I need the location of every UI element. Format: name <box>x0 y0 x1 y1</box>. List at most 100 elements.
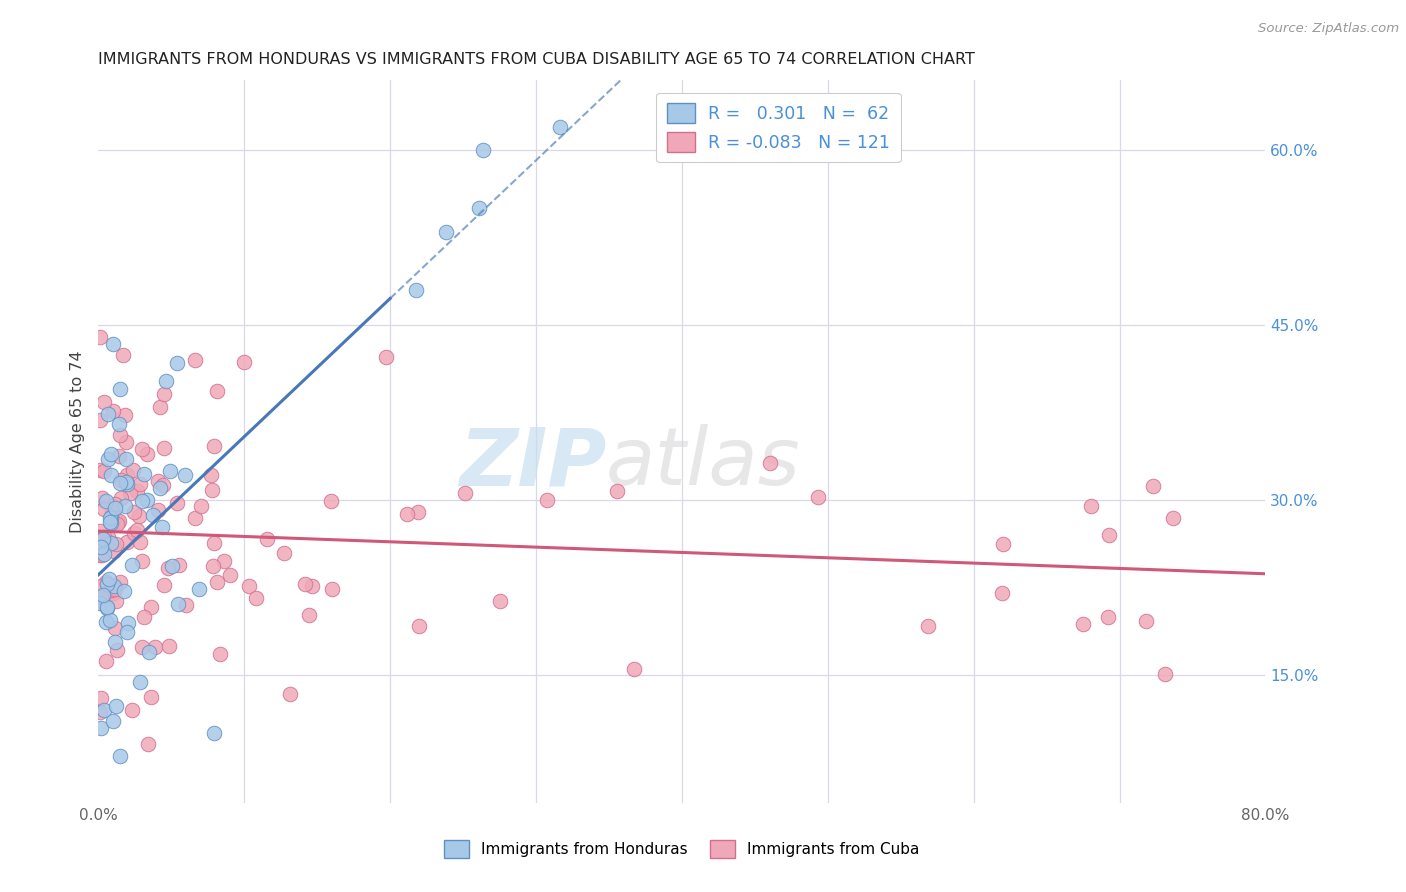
Point <box>298 608 321 623</box>
Point <box>118 485 141 500</box>
Point <box>148 503 170 517</box>
Point <box>89 463 111 477</box>
Point <box>104 594 127 608</box>
Point <box>114 499 136 513</box>
Point <box>157 639 180 653</box>
Point <box>129 477 152 491</box>
Point <box>205 574 228 589</box>
Point <box>100 468 122 483</box>
Point <box>98 510 121 524</box>
Point <box>93 529 115 543</box>
Point <box>125 524 148 538</box>
Point <box>150 519 173 533</box>
Point <box>623 662 645 676</box>
Point <box>94 575 117 590</box>
Point <box>166 356 188 370</box>
Point <box>97 451 120 466</box>
Point <box>991 536 1014 550</box>
Point <box>122 505 145 519</box>
Point <box>110 382 132 396</box>
Point <box>90 690 112 705</box>
Point <box>548 120 571 134</box>
Point <box>90 722 112 736</box>
Point <box>91 588 114 602</box>
Point <box>395 507 418 521</box>
Point <box>103 579 125 593</box>
Point <box>89 596 111 610</box>
Point <box>115 451 138 466</box>
Point <box>166 496 188 510</box>
Point <box>183 353 205 368</box>
Point <box>104 699 127 714</box>
Point <box>96 599 118 614</box>
Point <box>94 654 117 668</box>
Point <box>117 615 139 630</box>
Point <box>90 540 112 554</box>
Point <box>96 576 118 591</box>
Point <box>169 558 191 573</box>
Point <box>202 536 225 550</box>
Point <box>115 475 138 489</box>
Point <box>97 530 120 544</box>
Point <box>103 543 125 558</box>
Point <box>104 536 127 550</box>
Point <box>408 619 430 633</box>
Point <box>606 484 628 499</box>
Point <box>97 407 120 421</box>
Point <box>108 449 131 463</box>
Point <box>121 702 143 716</box>
Point <box>136 493 159 508</box>
Point <box>108 417 131 431</box>
Point <box>472 143 495 157</box>
Point <box>202 439 225 453</box>
Point <box>89 413 111 427</box>
Point <box>143 640 166 654</box>
Point <box>110 473 132 487</box>
Y-axis label: Disability Age 65 to 74: Disability Age 65 to 74 <box>70 351 86 533</box>
Point <box>112 583 135 598</box>
Point <box>142 508 165 522</box>
Point <box>93 702 115 716</box>
Point <box>146 474 169 488</box>
Point <box>183 511 205 525</box>
Point <box>96 600 118 615</box>
Point <box>1097 609 1119 624</box>
Point <box>294 577 316 591</box>
Point <box>128 674 150 689</box>
Point <box>212 554 235 568</box>
Point <box>434 225 457 239</box>
Point <box>406 505 429 519</box>
Point <box>453 486 475 500</box>
Point <box>536 493 558 508</box>
Point <box>149 400 172 414</box>
Point <box>190 500 212 514</box>
Point <box>489 594 512 608</box>
Text: Source: ZipAtlas.com: Source: ZipAtlas.com <box>1258 22 1399 36</box>
Point <box>233 355 256 369</box>
Point <box>110 491 132 505</box>
Point <box>128 535 150 549</box>
Point <box>100 447 122 461</box>
Point <box>94 615 117 630</box>
Point <box>136 447 159 461</box>
Point <box>141 690 163 704</box>
Point <box>136 737 159 751</box>
Point <box>131 442 153 456</box>
Point <box>101 337 124 351</box>
Point <box>115 625 138 640</box>
Point <box>100 510 122 524</box>
Point <box>758 457 780 471</box>
Point <box>103 714 125 728</box>
Text: ZIP: ZIP <box>458 425 606 502</box>
Point <box>89 549 111 563</box>
Point <box>1142 479 1164 493</box>
Point <box>90 549 112 563</box>
Point <box>202 726 225 740</box>
Point <box>321 494 343 508</box>
Point <box>110 475 132 490</box>
Point <box>100 583 122 598</box>
Point <box>101 503 124 517</box>
Point <box>114 409 136 423</box>
Point <box>94 493 117 508</box>
Point <box>108 514 131 528</box>
